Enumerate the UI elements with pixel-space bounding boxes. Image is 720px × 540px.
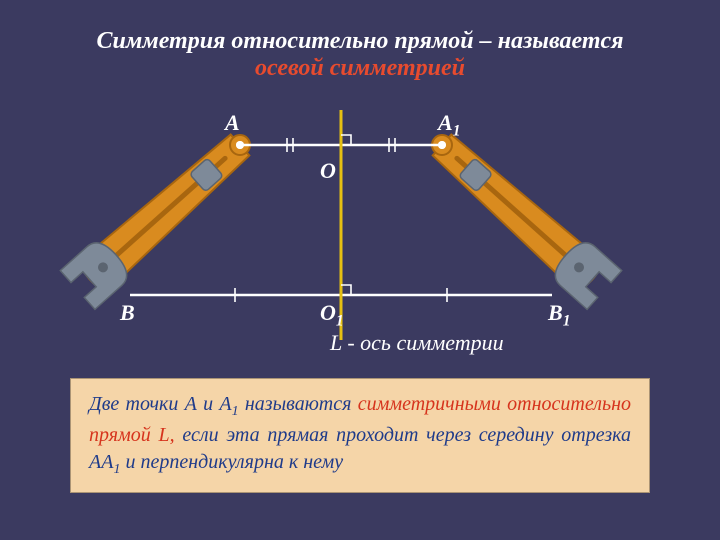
defbox-text: называются: [239, 393, 358, 415]
point-label-O: О: [320, 158, 336, 184]
axis-caption-rest: ось симметрии: [360, 330, 503, 355]
point-label-B1: В1: [548, 300, 570, 330]
point-label-B: В: [120, 300, 135, 326]
defbox-text: и перпендикулярна к нему: [120, 451, 343, 473]
defbox-sub: 1: [232, 404, 239, 419]
defbox-text: Две точки А и А: [89, 393, 232, 415]
point-label-O1: О1: [320, 300, 344, 330]
point-label-A: А: [225, 110, 240, 136]
axis-caption-L: L: [330, 330, 342, 355]
axis-caption: L - ось симметрии: [330, 330, 504, 356]
point-label-A1: А1: [438, 110, 460, 140]
axis-caption-dash: -: [342, 330, 360, 355]
slide-root: Симметрия относительно прямой – называет…: [0, 0, 720, 540]
definition-box: Две точки А и А1 называются симметричным…: [70, 378, 650, 493]
